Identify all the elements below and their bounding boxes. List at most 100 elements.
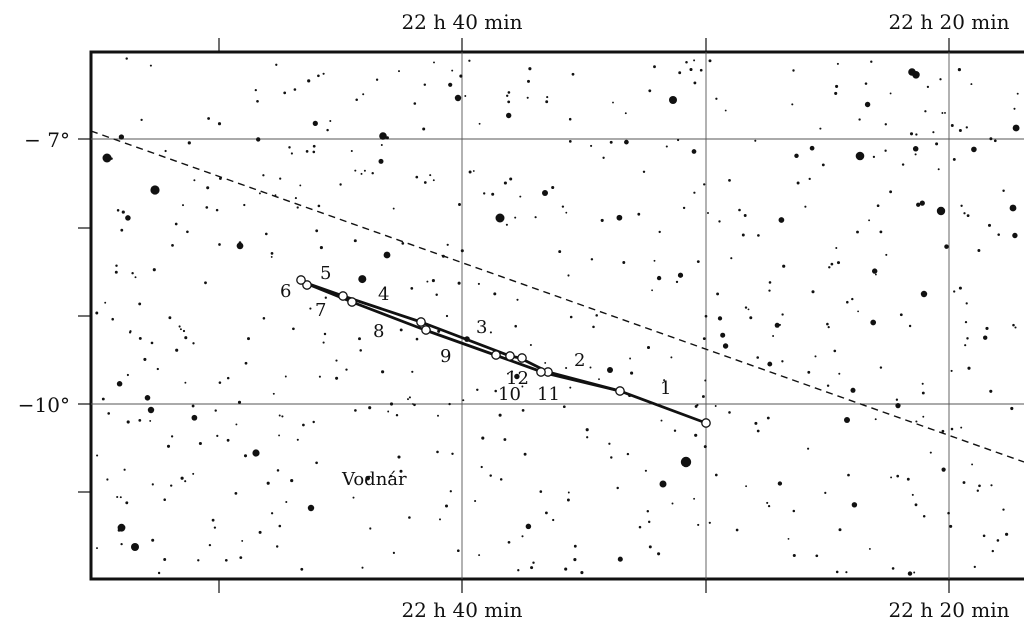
star bbox=[528, 67, 532, 71]
track-label-12: 12 bbox=[506, 368, 529, 389]
star bbox=[514, 216, 517, 219]
star bbox=[657, 552, 661, 556]
star bbox=[568, 117, 572, 121]
ecliptic-line bbox=[90, 130, 1024, 463]
star bbox=[503, 438, 507, 441]
star bbox=[411, 403, 414, 405]
star bbox=[766, 501, 769, 504]
star bbox=[322, 72, 325, 75]
star bbox=[262, 174, 265, 177]
star bbox=[990, 484, 993, 487]
star bbox=[435, 293, 438, 297]
star bbox=[638, 525, 642, 529]
star bbox=[392, 551, 395, 555]
star bbox=[708, 521, 711, 524]
star bbox=[767, 504, 771, 508]
star bbox=[184, 480, 187, 483]
star bbox=[912, 146, 919, 152]
star bbox=[735, 528, 739, 532]
star bbox=[669, 96, 677, 104]
star bbox=[254, 88, 257, 92]
star bbox=[379, 132, 387, 140]
star bbox=[290, 479, 294, 483]
star bbox=[953, 290, 956, 293]
star bbox=[272, 392, 275, 395]
star bbox=[922, 415, 925, 418]
star bbox=[960, 426, 963, 429]
star bbox=[590, 258, 594, 261]
star bbox=[218, 381, 222, 384]
star bbox=[595, 314, 598, 317]
star bbox=[214, 409, 217, 412]
star bbox=[459, 74, 463, 78]
track-label-9: 9 bbox=[440, 346, 451, 367]
star bbox=[483, 192, 486, 195]
star bbox=[819, 127, 822, 130]
star bbox=[1009, 204, 1017, 212]
track-label-6: 6 bbox=[280, 281, 291, 302]
star bbox=[835, 246, 838, 250]
star bbox=[151, 538, 155, 542]
track-label-1: 1 bbox=[660, 378, 671, 399]
star bbox=[413, 102, 417, 105]
star bbox=[804, 205, 807, 208]
star bbox=[936, 206, 946, 216]
ra-label-bottom-40min: 22 h 40 min bbox=[401, 598, 522, 622]
star bbox=[963, 212, 966, 215]
star bbox=[908, 68, 916, 76]
star bbox=[539, 490, 543, 493]
star bbox=[714, 405, 717, 407]
star bbox=[262, 317, 266, 320]
star bbox=[646, 345, 651, 350]
star bbox=[182, 329, 186, 333]
star bbox=[491, 192, 495, 196]
star bbox=[407, 398, 409, 401]
star bbox=[107, 412, 111, 415]
star bbox=[114, 270, 118, 274]
star bbox=[270, 255, 273, 258]
star bbox=[305, 150, 309, 153]
star bbox=[350, 149, 353, 153]
star bbox=[622, 261, 626, 264]
observation-marker bbox=[347, 297, 357, 307]
star bbox=[901, 163, 905, 166]
star bbox=[215, 208, 219, 212]
star bbox=[542, 190, 548, 196]
star bbox=[283, 91, 287, 95]
star bbox=[929, 451, 932, 454]
star bbox=[509, 177, 513, 181]
star bbox=[288, 146, 291, 149]
star bbox=[244, 361, 248, 365]
star bbox=[275, 545, 279, 548]
star bbox=[429, 174, 432, 177]
star bbox=[378, 158, 384, 164]
star bbox=[437, 414, 439, 417]
star bbox=[489, 331, 492, 334]
star bbox=[198, 441, 202, 446]
star bbox=[324, 296, 327, 299]
star bbox=[616, 486, 619, 490]
star bbox=[702, 337, 706, 340]
star bbox=[474, 499, 477, 503]
star bbox=[545, 511, 548, 515]
star bbox=[448, 402, 451, 406]
star bbox=[675, 280, 679, 284]
star bbox=[116, 209, 120, 212]
star bbox=[278, 524, 282, 528]
star bbox=[962, 481, 966, 484]
star bbox=[184, 381, 187, 384]
star bbox=[728, 411, 731, 414]
star bbox=[561, 205, 565, 208]
star bbox=[284, 375, 287, 378]
star bbox=[426, 280, 429, 283]
star bbox=[958, 129, 962, 132]
star bbox=[768, 281, 772, 284]
star bbox=[950, 427, 954, 431]
star bbox=[278, 434, 281, 437]
star bbox=[318, 375, 321, 378]
star bbox=[218, 243, 221, 246]
star bbox=[926, 85, 930, 89]
star bbox=[279, 177, 282, 180]
star bbox=[359, 349, 362, 352]
star bbox=[656, 275, 662, 281]
